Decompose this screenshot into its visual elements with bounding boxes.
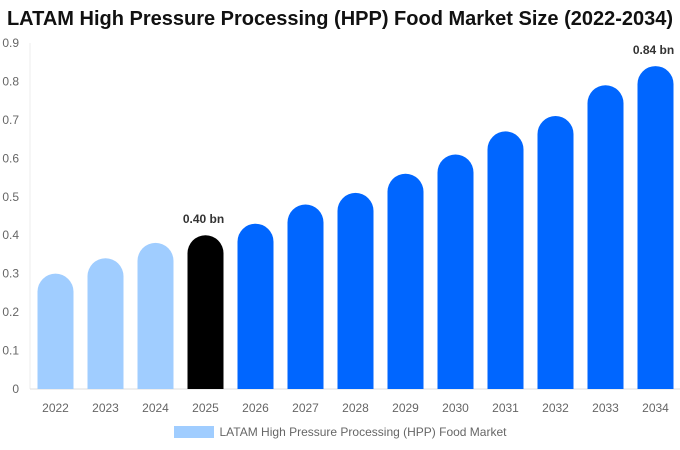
y-tick-label: 0.9 bbox=[2, 36, 19, 50]
x-tick-label: 2033 bbox=[592, 401, 619, 415]
bar-2027 bbox=[287, 204, 324, 389]
x-tick-label: 2027 bbox=[292, 401, 319, 415]
bar-2029 bbox=[387, 173, 424, 389]
legend: LATAM High Pressure Processing (HPP) Foo… bbox=[0, 425, 680, 439]
y-tick-label: 0.7 bbox=[2, 113, 19, 127]
chart-title: LATAM High Pressure Processing (HPP) Foo… bbox=[6, 8, 674, 30]
bar-2032 bbox=[537, 116, 574, 390]
bar-2022 bbox=[37, 273, 74, 389]
x-tick-label: 2030 bbox=[442, 401, 469, 415]
bar-2031 bbox=[487, 131, 524, 389]
y-tick-label: 0.3 bbox=[2, 267, 19, 281]
x-tick-label: 2034 bbox=[642, 401, 669, 415]
x-tick-label: 2026 bbox=[242, 401, 269, 415]
bar-2024 bbox=[137, 242, 174, 389]
y-tick-label: 0 bbox=[12, 382, 19, 396]
x-tick-label: 2022 bbox=[42, 401, 69, 415]
x-tick-label: 2029 bbox=[392, 401, 419, 415]
legend-label: LATAM High Pressure Processing (HPP) Foo… bbox=[219, 425, 507, 439]
bar-2026 bbox=[237, 223, 274, 389]
data-label-2025: 0.40 bn bbox=[183, 212, 224, 226]
x-tick-label: 2031 bbox=[492, 401, 519, 415]
x-tick-label: 2023 bbox=[92, 401, 119, 415]
bar-2034 bbox=[637, 66, 674, 389]
bar-2028 bbox=[337, 192, 374, 389]
x-tick-label: 2032 bbox=[542, 401, 569, 415]
bar-2025 bbox=[187, 235, 224, 389]
x-tick-label: 2024 bbox=[142, 401, 169, 415]
legend-swatch bbox=[173, 426, 214, 438]
data-label-2034: 0.84 bn bbox=[633, 43, 674, 57]
y-tick-label: 0.4 bbox=[2, 228, 19, 242]
y-tick-label: 0.1 bbox=[2, 344, 19, 358]
y-tick-label: 0.2 bbox=[2, 305, 19, 319]
bar-2023 bbox=[87, 258, 124, 389]
y-tick-label: 0.8 bbox=[2, 74, 19, 88]
bar-2030 bbox=[437, 154, 474, 389]
bar-2033 bbox=[587, 85, 624, 390]
y-tick-label: 0.5 bbox=[2, 190, 19, 204]
y-tick-label: 0.6 bbox=[2, 151, 19, 165]
x-tick-label: 2025 bbox=[192, 401, 219, 415]
x-tick-label: 2028 bbox=[342, 401, 369, 415]
